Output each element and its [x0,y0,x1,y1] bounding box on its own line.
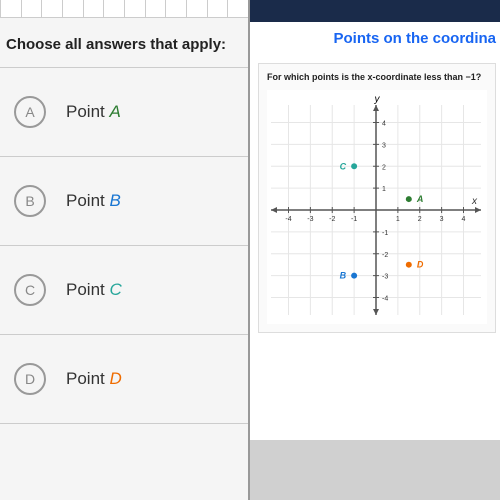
option-label-c: Point C [66,280,122,300]
option-b[interactable]: B Point B [0,157,248,246]
option-a[interactable]: A Point A [0,68,248,157]
page-title: Points on the coordina [258,30,500,63]
svg-text:3: 3 [382,142,386,149]
right-content: Points on the coordina For which points … [250,22,500,440]
left-panel: Choose all answers that apply: A Point A B… [0,0,250,500]
option-circle-b: B [14,185,46,217]
svg-text:1: 1 [396,216,400,223]
y-axis-label: y [271,94,483,105]
desktop-gap [250,440,500,500]
ruler [0,0,248,18]
svg-text:-3: -3 [382,274,388,281]
svg-text:-4: -4 [382,296,388,303]
svg-text:3: 3 [440,216,444,223]
svg-text:-3: -3 [307,216,313,223]
svg-text:D: D [417,260,424,270]
question-text: For which points is the x-coordinate les… [267,72,487,82]
options-list: A Point A B Point B C Point C D Point D [0,68,248,424]
svg-text:-1: -1 [351,216,357,223]
svg-text:-1: -1 [382,230,388,237]
svg-text:2: 2 [382,164,386,171]
svg-text:-4: -4 [285,216,291,223]
chart-svg: -4 -3 -2 -1 1 2 3 4 -4 -3 -2 -1 1 2 3 4 x A B C D [271,105,481,315]
browser-top-bar [250,0,500,22]
option-circle-c: C [14,274,46,306]
coordinate-chart: y -4 -3 -2 -1 1 2 3 4 -4 -3 -2 -1 1 2 3 4 x A B C D [267,90,487,324]
option-d[interactable]: D Point D [0,335,248,424]
svg-text:C: C [340,161,347,171]
option-circle-a: A [14,96,46,128]
svg-text:4: 4 [382,121,386,128]
instruction-text: Choose all answers that apply: [0,18,248,68]
svg-text:4: 4 [462,216,466,223]
svg-text:B: B [340,271,347,281]
option-circle-d: D [14,363,46,395]
svg-text:2: 2 [418,216,422,223]
option-label-a: Point A [66,102,121,122]
question-box: For which points is the x-coordinate les… [258,63,496,333]
option-label-d: Point D [66,369,122,389]
option-c[interactable]: C Point C [0,246,248,335]
svg-text:x: x [471,196,478,207]
svg-text:-2: -2 [329,216,335,223]
svg-text:-2: -2 [382,252,388,259]
svg-text:1: 1 [382,186,386,193]
option-label-b: Point B [66,191,121,211]
right-panel: Points on the coordina For which points … [250,0,500,500]
svg-text:A: A [416,194,424,204]
